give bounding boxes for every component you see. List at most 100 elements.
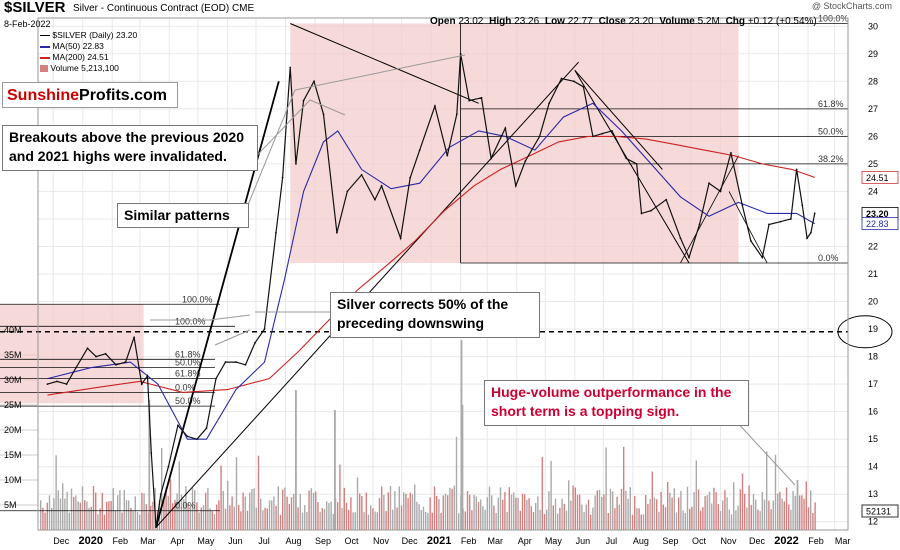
volume-bar bbox=[372, 508, 374, 530]
price-point bbox=[625, 157, 628, 160]
volume-bar bbox=[279, 514, 282, 530]
legend-price-text: $SILVER (Daily) 23.20 bbox=[52, 30, 138, 40]
volume-bar bbox=[286, 496, 288, 530]
volume-bar bbox=[167, 495, 169, 530]
volume-bar bbox=[359, 493, 361, 530]
price-point bbox=[155, 526, 157, 529]
volume-bar bbox=[739, 489, 741, 530]
volume-bar bbox=[348, 509, 350, 530]
volume-bar bbox=[264, 507, 266, 530]
volume-bar bbox=[772, 500, 774, 530]
right-value-tag-label: 22.83 bbox=[866, 219, 889, 229]
volume-bar bbox=[777, 493, 779, 530]
volume-bar bbox=[378, 498, 381, 530]
volume-bar bbox=[95, 492, 97, 530]
volume-bar bbox=[290, 497, 293, 530]
volume-bar bbox=[312, 492, 315, 530]
price-point bbox=[133, 336, 136, 339]
volume-bar bbox=[607, 512, 609, 530]
volume-tick-label: 20M bbox=[4, 425, 22, 435]
x-tick-label: Aug bbox=[633, 536, 649, 546]
volume-bar bbox=[528, 498, 530, 530]
volume-bar bbox=[317, 502, 319, 530]
callout-pointer bbox=[150, 314, 251, 321]
volume-bar bbox=[618, 504, 620, 530]
volume-bar bbox=[686, 486, 689, 530]
volume-bar bbox=[695, 460, 697, 530]
volume-bar bbox=[475, 496, 477, 530]
volume-bar bbox=[363, 512, 365, 530]
fib-level-label: 50.0% bbox=[175, 358, 201, 368]
volume-bar bbox=[145, 504, 147, 530]
volume-bar bbox=[486, 497, 488, 530]
x-tick-label: Dec bbox=[749, 536, 766, 546]
volume-bar bbox=[189, 508, 191, 530]
price-point bbox=[572, 80, 575, 83]
price-point bbox=[446, 154, 449, 157]
volume-bar bbox=[708, 491, 711, 530]
legend-ma50-text: MA(50) 22.83 bbox=[52, 41, 104, 51]
price-point bbox=[688, 256, 690, 259]
volume-bar bbox=[354, 512, 356, 530]
volume-bar bbox=[761, 491, 763, 530]
price-point bbox=[524, 160, 527, 163]
fib-level-label: 100.0% bbox=[818, 14, 849, 24]
volume-bar bbox=[741, 473, 744, 530]
volume-bar bbox=[488, 486, 491, 530]
volume-bar bbox=[579, 494, 581, 530]
volume-spike-bar bbox=[796, 480, 799, 530]
price-point bbox=[167, 465, 170, 468]
volume-bar bbox=[508, 487, 510, 530]
volume-bar bbox=[134, 496, 136, 530]
volume-bar bbox=[519, 510, 521, 530]
price-point bbox=[104, 352, 107, 355]
volume-bar bbox=[541, 456, 543, 530]
volume-bar bbox=[229, 505, 231, 530]
volume-bar bbox=[781, 498, 783, 530]
volume-bar bbox=[262, 510, 264, 530]
trend-line bbox=[680, 155, 739, 264]
volume-bar bbox=[673, 488, 675, 530]
volume-bar bbox=[403, 492, 405, 530]
volume-bar bbox=[451, 488, 453, 530]
price-point bbox=[560, 77, 563, 80]
volume-bar bbox=[730, 514, 733, 530]
volume-bar bbox=[546, 509, 548, 530]
volume-bar bbox=[222, 490, 224, 530]
y-tick-label: 26 bbox=[868, 131, 878, 141]
volume-bar bbox=[92, 485, 95, 530]
volume-bar bbox=[548, 491, 550, 530]
volume-bar bbox=[301, 512, 304, 530]
volume-bar bbox=[350, 497, 352, 530]
volume-bar bbox=[233, 506, 235, 530]
price-point bbox=[399, 237, 402, 240]
volume-bar bbox=[51, 507, 53, 530]
volume-bar bbox=[449, 487, 451, 530]
volume-bar bbox=[684, 513, 686, 530]
trend-line bbox=[574, 70, 690, 264]
volume-bar bbox=[568, 480, 570, 530]
volume-bar bbox=[332, 514, 334, 530]
price-point bbox=[263, 328, 266, 330]
volume-bar bbox=[40, 500, 42, 530]
volume-bar bbox=[574, 487, 576, 530]
fib-level-label: 0.0% bbox=[175, 501, 196, 511]
price-point bbox=[795, 168, 798, 171]
volume-bar bbox=[48, 495, 51, 530]
volume-bar bbox=[191, 487, 194, 530]
volume-bar bbox=[172, 503, 174, 530]
volume-bar bbox=[455, 436, 458, 530]
volume-bar bbox=[246, 510, 249, 530]
x-tick-label: Oct bbox=[345, 536, 360, 546]
price-point bbox=[380, 185, 383, 187]
volume-bar bbox=[103, 514, 106, 530]
volume-bar bbox=[726, 497, 728, 530]
low-value: 22.77 bbox=[567, 16, 593, 27]
volume-bar bbox=[612, 491, 614, 530]
shaded-range-layer bbox=[0, 23, 739, 404]
volume-bar bbox=[42, 507, 44, 530]
volume-bar bbox=[585, 504, 587, 530]
price-point bbox=[322, 113, 325, 116]
legend-ma50-icon bbox=[40, 45, 50, 48]
volume-bar bbox=[510, 494, 513, 530]
